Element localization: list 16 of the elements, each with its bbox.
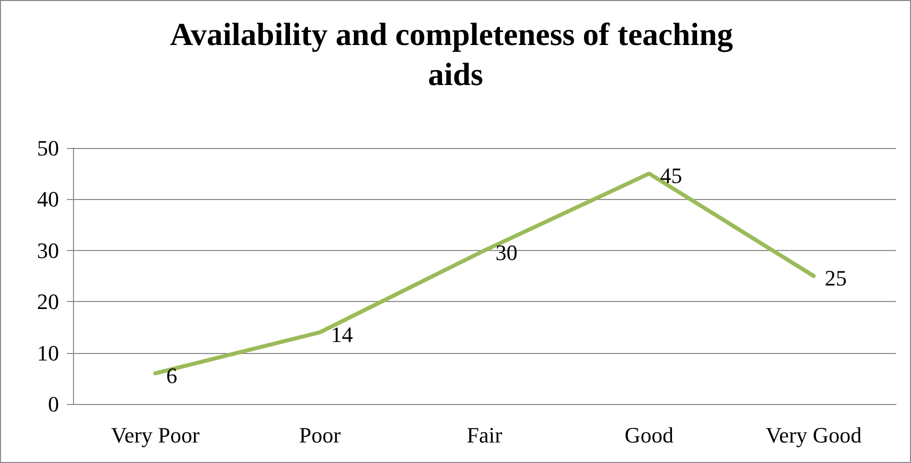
- y-tick-label: 20: [37, 289, 59, 314]
- chart-title: Availability and completeness of teaching aids: [170, 16, 741, 92]
- y-tick-label: 40: [37, 186, 59, 212]
- data-label: 25: [824, 266, 847, 290]
- y-tick-label: 0: [48, 392, 59, 416]
- y-tick-label: 30: [37, 238, 59, 263]
- y-tick-label: 10: [37, 340, 59, 366]
- x-tick-label: Very Poor: [110, 422, 200, 448]
- x-tick-label: Poor: [299, 422, 342, 448]
- x-tick-label: Good: [624, 422, 674, 448]
- data-label: 30: [496, 240, 518, 265]
- data-label: 14: [330, 322, 353, 347]
- x-tick-label: Very Good: [766, 422, 862, 448]
- x-tick-label: Fair: [466, 422, 503, 448]
- data-label: 45: [660, 163, 682, 188]
- y-tick-label: 50: [37, 136, 59, 160]
